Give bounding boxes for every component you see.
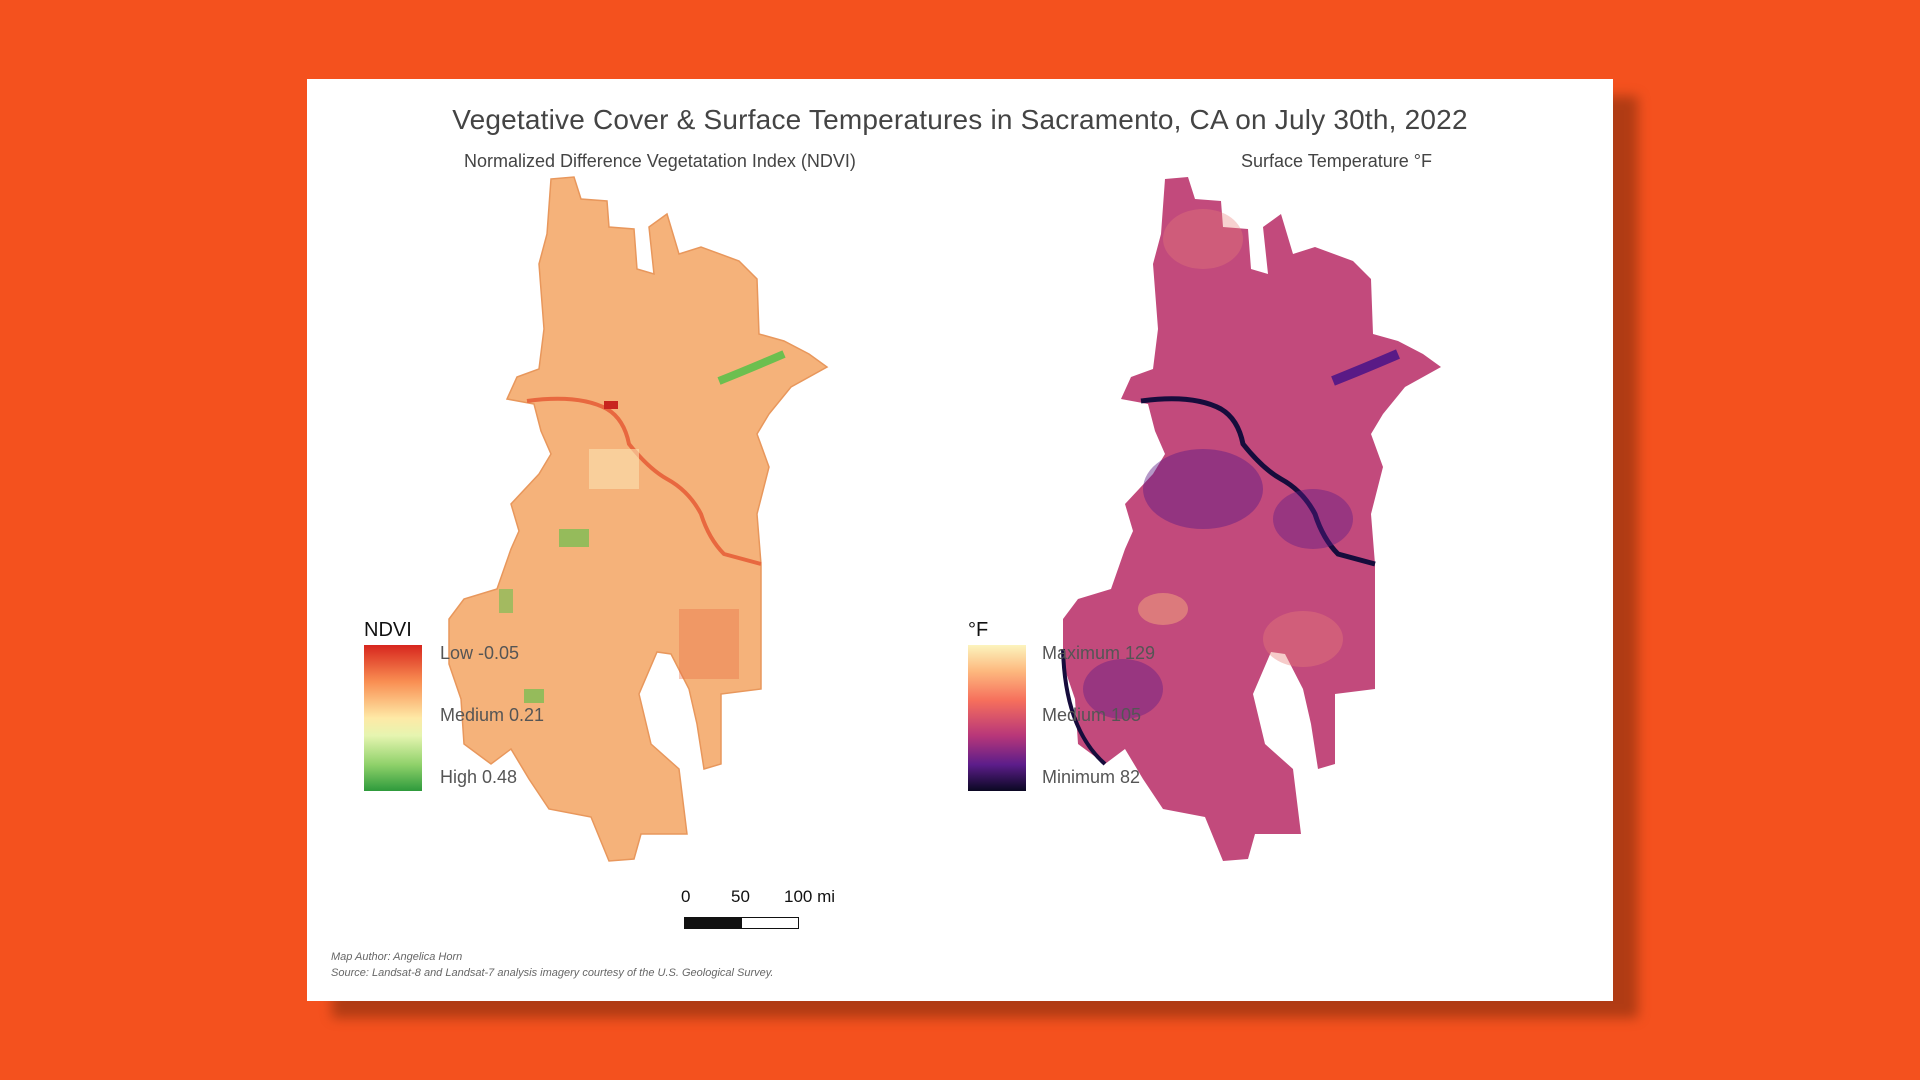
- hot-zone: [1263, 611, 1343, 667]
- ndvi-legend-medium: Medium 0.21: [440, 705, 545, 725]
- hot-zone: [1138, 593, 1188, 625]
- data-source: Source: Landsat-8 and Landsat-7 analysis…: [331, 967, 774, 979]
- hot-zone: [1163, 209, 1243, 269]
- temperature-legend-max: Maximum 129: [1042, 643, 1156, 663]
- temperature-legend-title: °F: [968, 619, 989, 641]
- ndvi-map: [448, 176, 829, 862]
- temperature-legend-min: Minimum 82: [1042, 767, 1141, 787]
- ndvi-subtitle: Normalized Difference Vegetatation Index…: [464, 151, 856, 171]
- ndvi-legend-high: High 0.48: [440, 767, 518, 787]
- scale-bar-segment-dark: [684, 917, 742, 929]
- scale-bar-segment-light: [741, 917, 799, 929]
- scale-tick-100: 100 mi: [784, 887, 836, 906]
- ndvi-color-ramp: [364, 645, 422, 791]
- river: [1140, 396, 1376, 567]
- ndvi-legend-low: Low -0.05: [440, 643, 520, 663]
- river-edge: [1061, 648, 1107, 766]
- cool-zone: [1273, 489, 1353, 549]
- scale-tick-0: 0: [681, 887, 691, 906]
- cool-zone: [1143, 449, 1263, 529]
- temperature-map: [1061, 177, 1441, 861]
- scale-tick-50: 50: [731, 887, 750, 906]
- park-patch: [524, 689, 544, 703]
- park-patch: [559, 529, 589, 547]
- cool-parkway: [1331, 349, 1400, 386]
- temperature-subtitle: Surface Temperature °F: [1241, 151, 1432, 171]
- map-author: Map Author: Angelica Horn: [331, 951, 463, 963]
- park-patch: [499, 589, 513, 613]
- temperature-city-boundary: [1063, 177, 1441, 861]
- industrial-patch: [604, 401, 618, 409]
- ndvi-legend-title: NDVI: [364, 619, 412, 641]
- ndvi-city-boundary: [448, 176, 829, 862]
- river: [526, 396, 762, 566]
- map-layout: Vegetative Cover & Surface Temperatures …: [307, 79, 1613, 1001]
- temperature-color-ramp: [968, 645, 1026, 791]
- cool-zone: [1083, 659, 1163, 719]
- parkway-vegetation: [717, 350, 786, 385]
- map-title: Vegetative Cover & Surface Temperatures …: [452, 104, 1468, 135]
- temperature-legend-medium: Medium 105: [1042, 705, 1142, 725]
- urban-patch: [679, 609, 739, 679]
- vegetated-area: [589, 449, 639, 489]
